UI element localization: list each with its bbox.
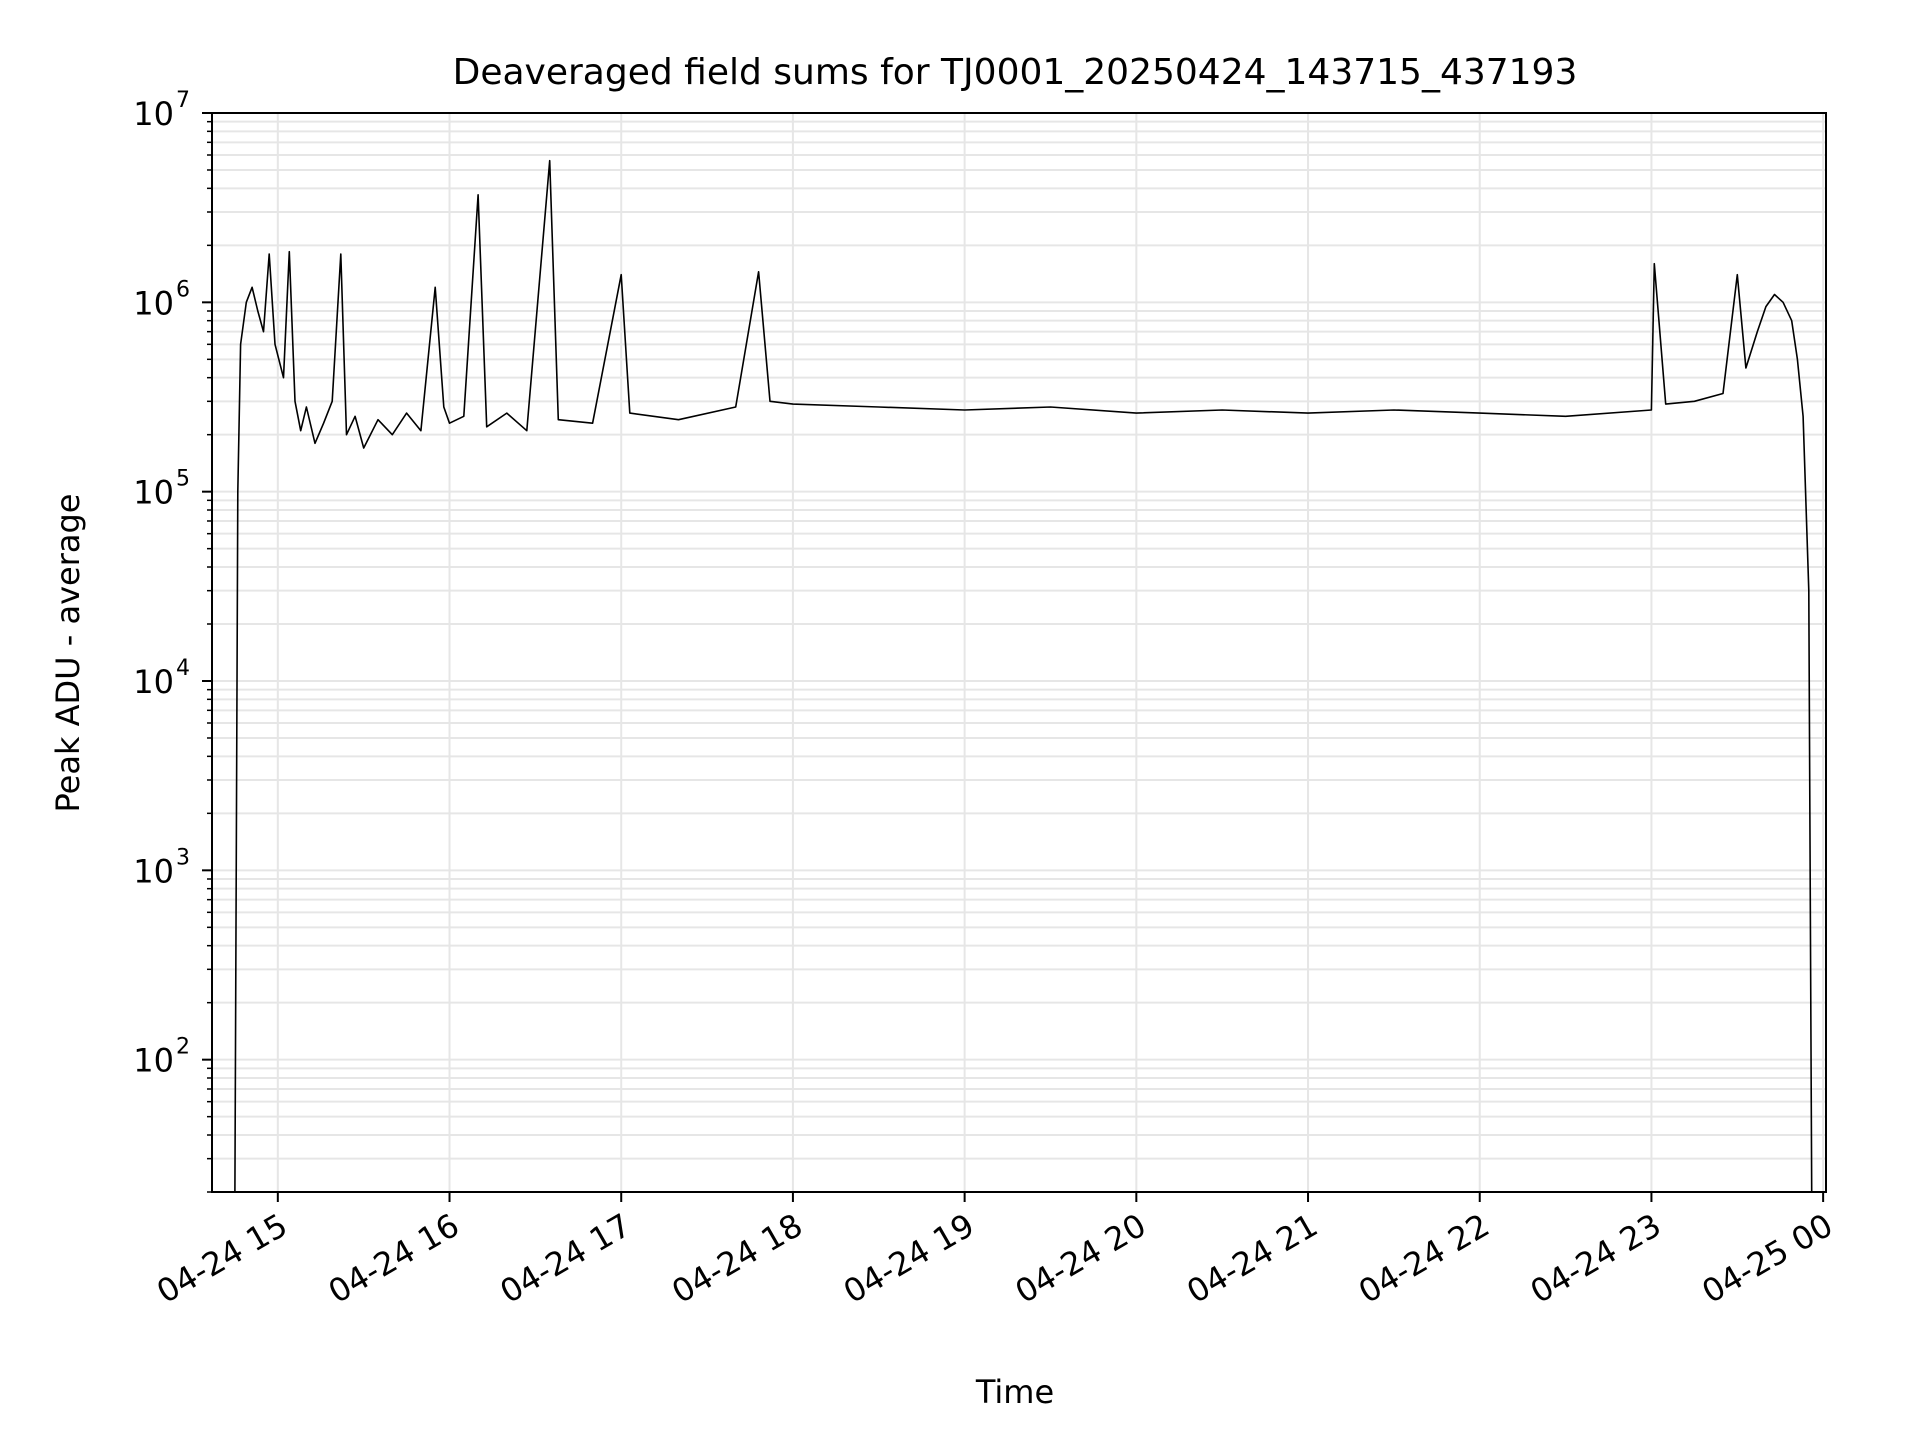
y-tick-label-exponent: 6 (176, 277, 190, 302)
y-tick-label-exponent: 5 (176, 467, 190, 492)
y-tick-label: 10 (133, 95, 174, 133)
y-tick-label-exponent: 7 (176, 88, 190, 113)
y-axis-label: Peak ADU - average (49, 494, 87, 813)
grid (212, 112, 1826, 1193)
y-tick-label: 10 (133, 852, 174, 890)
x-axis-label: Time (975, 1373, 1054, 1411)
series-line (234, 159, 1813, 1193)
plot-frame (211, 112, 1827, 1193)
y-tick-label-exponent: 2 (176, 1035, 190, 1060)
chart-title: Deaveraged field sums for TJ0001_2025042… (453, 52, 1578, 93)
series-layer (234, 159, 1813, 1193)
y-tick-label: 10 (133, 474, 174, 512)
y-tick-label: 10 (133, 1042, 174, 1080)
y-tick-label-exponent: 4 (176, 656, 190, 681)
y-tick-label: 10 (133, 663, 174, 701)
y-tick-label: 10 (133, 284, 174, 322)
y-tick-label-exponent: 3 (176, 845, 190, 870)
